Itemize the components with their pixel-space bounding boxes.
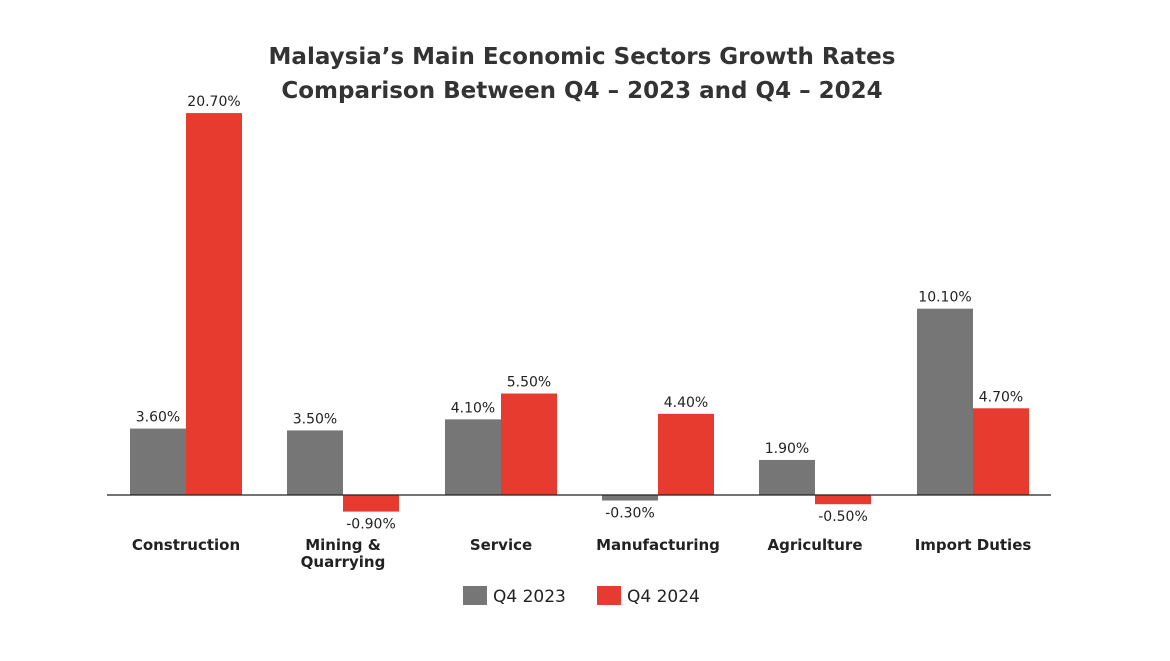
data-label: -0.50% — [818, 509, 868, 525]
data-label: 10.10% — [918, 290, 971, 306]
data-label: 4.70% — [979, 389, 1023, 405]
chart-title-line-2: Comparison Between Q4 – 2023 and Q4 – 20… — [281, 78, 883, 104]
category-label: Import Duties — [915, 536, 1032, 554]
legend-label: Q4 2024 — [627, 587, 700, 607]
data-label: -0.90% — [346, 517, 396, 533]
bar-q4-2023 — [445, 419, 501, 495]
category-label: Mining & — [305, 536, 381, 554]
bar-q4-2024 — [343, 495, 399, 512]
data-label: 1.90% — [765, 441, 809, 457]
bar-q4-2024 — [186, 113, 242, 496]
legend-label: Q4 2023 — [493, 587, 566, 607]
data-label: 4.10% — [451, 400, 495, 416]
bar-q4-2024 — [501, 393, 557, 495]
data-label: 3.60% — [136, 410, 180, 426]
category-label: Quarrying — [301, 553, 386, 571]
data-label: -0.30% — [605, 506, 655, 522]
category-label: Service — [470, 536, 532, 554]
bar-q4-2024 — [658, 413, 714, 495]
legend-swatch — [463, 586, 487, 605]
category-label: Manufacturing — [596, 536, 720, 554]
bar-q4-2024 — [973, 408, 1029, 495]
bar-q4-2023 — [917, 308, 973, 495]
legend-swatch — [597, 586, 621, 605]
data-label: 20.70% — [187, 94, 240, 110]
data-label: 3.50% — [293, 411, 337, 427]
bar-q4-2023 — [759, 459, 815, 495]
category-label: Agriculture — [767, 536, 862, 554]
data-label: 4.40% — [664, 395, 708, 411]
chart-title: Malaysia’s Main Economic Sectors Growth … — [0, 40, 1164, 108]
bar-q4-2024 — [815, 495, 871, 505]
chart-title-line-1: Malaysia’s Main Economic Sectors Growth … — [268, 44, 896, 70]
category-label: Construction — [132, 536, 240, 554]
bar-q4-2023 — [287, 430, 343, 495]
bar-q4-2023 — [602, 495, 658, 501]
bar-q4-2023 — [130, 428, 186, 495]
data-label: 5.50% — [507, 375, 551, 391]
